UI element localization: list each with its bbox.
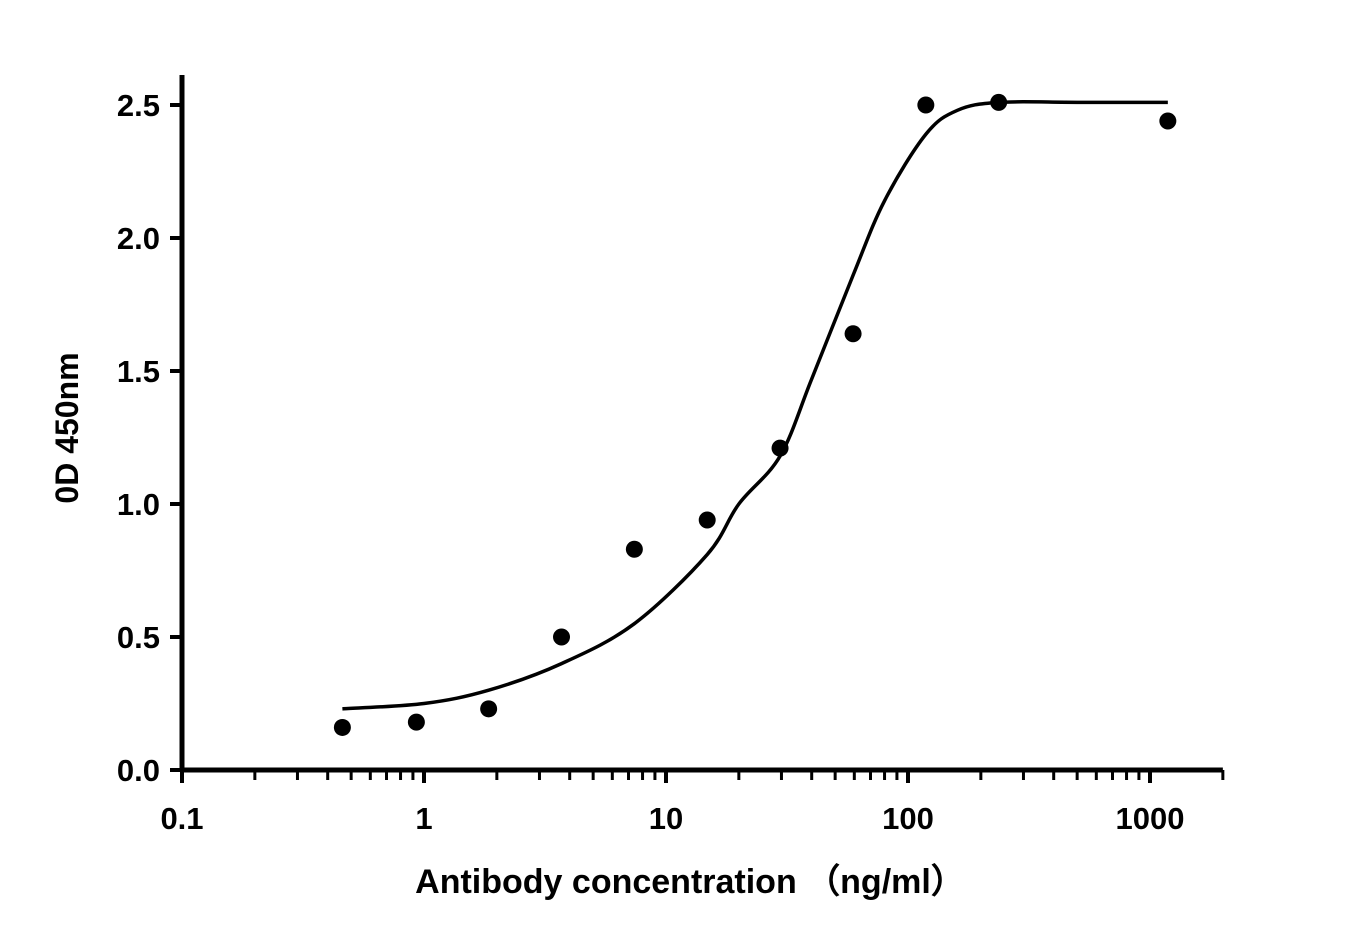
axes: [179, 75, 1223, 773]
data-point: [553, 628, 571, 646]
data-point: [625, 540, 643, 558]
y-axis-label: 0D 450nm: [49, 352, 85, 503]
y-tick-label: 1.5: [117, 354, 160, 389]
data-point: [698, 511, 716, 529]
y-tick-label: 2.5: [117, 88, 160, 123]
y-tick-label: 0.0: [117, 753, 160, 788]
data-point: [844, 325, 862, 343]
marks: [333, 93, 1177, 736]
fit-curve: [342, 99, 1168, 711]
x-tick-label: 1: [415, 801, 432, 836]
y-tick-label: 2.0: [117, 221, 160, 256]
data-point: [333, 718, 351, 736]
y-tick-label: 0.5: [117, 620, 160, 655]
data-point: [407, 713, 425, 731]
x-axis-label: Antibody concentration （ng/ml）: [415, 862, 965, 901]
data-point: [917, 96, 935, 114]
y-tick-label: 1.0: [117, 487, 160, 522]
data-point: [480, 700, 498, 718]
x-tick-label: 0.1: [160, 801, 203, 836]
data-point: [771, 439, 789, 457]
x-tick-label: 10: [649, 801, 683, 836]
x-tick-label: 100: [882, 801, 934, 836]
ticks: 0.0 0.5 1.0 1.5 2.0 2.5 0.1 1 10 100 1000: [117, 88, 1225, 836]
data-point: [1159, 112, 1177, 130]
x-tick-label: 1000: [1116, 801, 1185, 836]
